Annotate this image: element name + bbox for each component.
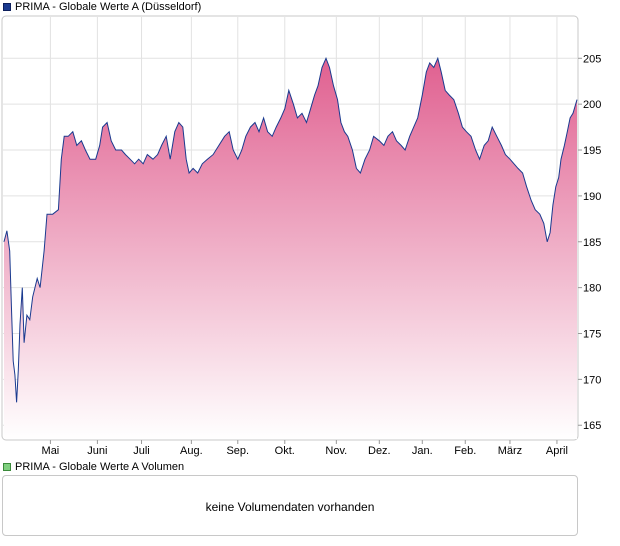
x-tick-label: Okt. (275, 445, 295, 457)
volume-legend-label: PRIMA - Globale Werte A Volumen (15, 461, 185, 473)
x-tick-label: Nov. (325, 445, 347, 457)
price-chart: 165 170 175 180 185 190 195 200 205 Mai Juni Juli A… (1, 15, 601, 457)
volume-panel: keine Volumendaten vorhanden (2, 475, 578, 536)
volume-legend: PRIMA - Globale Werte A Volumen (3, 460, 184, 474)
x-tick-label: Aug. (180, 445, 203, 457)
x-tick-label: Mai (42, 445, 60, 457)
price-legend: PRIMA - Globale Werte A (Düsseldorf) (3, 0, 201, 14)
price-legend-swatch (3, 3, 11, 11)
x-tick-label: Dez. (368, 445, 391, 457)
y-tick-label: 205 (583, 53, 601, 65)
y-tick-label: 190 (583, 191, 601, 203)
y-tick-label: 200 (583, 99, 601, 111)
y-tick-label: 170 (583, 374, 601, 386)
x-tick-label: Feb. (454, 445, 476, 457)
x-axis-ticks: Mai Juni Juli Aug. Sep. Okt. Nov. Dez. Jan. Feb. M… (42, 440, 568, 457)
x-tick-label: April (546, 445, 568, 457)
y-tick-label: 185 (583, 237, 601, 249)
x-tick-label: Jan. (412, 445, 433, 457)
volume-legend-swatch (3, 463, 11, 471)
y-axis-ticks: 165 170 175 180 185 190 195 200 205 (578, 53, 601, 432)
no-volume-message: keine Volumendaten vorhanden (205, 500, 375, 514)
price-area (4, 58, 577, 440)
price-legend-label: PRIMA - Globale Werte A (Düsseldorf) (15, 1, 202, 13)
y-tick-label: 195 (583, 145, 601, 157)
y-tick-label: 180 (583, 283, 601, 295)
x-tick-label: Sep. (226, 445, 249, 457)
price-line (3, 56, 578, 403)
x-tick-label: Juli (133, 445, 150, 457)
x-tick-label: März (498, 445, 522, 457)
y-tick-label: 165 (583, 420, 601, 432)
x-tick-label: Juni (87, 445, 107, 457)
y-tick-label: 175 (583, 329, 601, 341)
